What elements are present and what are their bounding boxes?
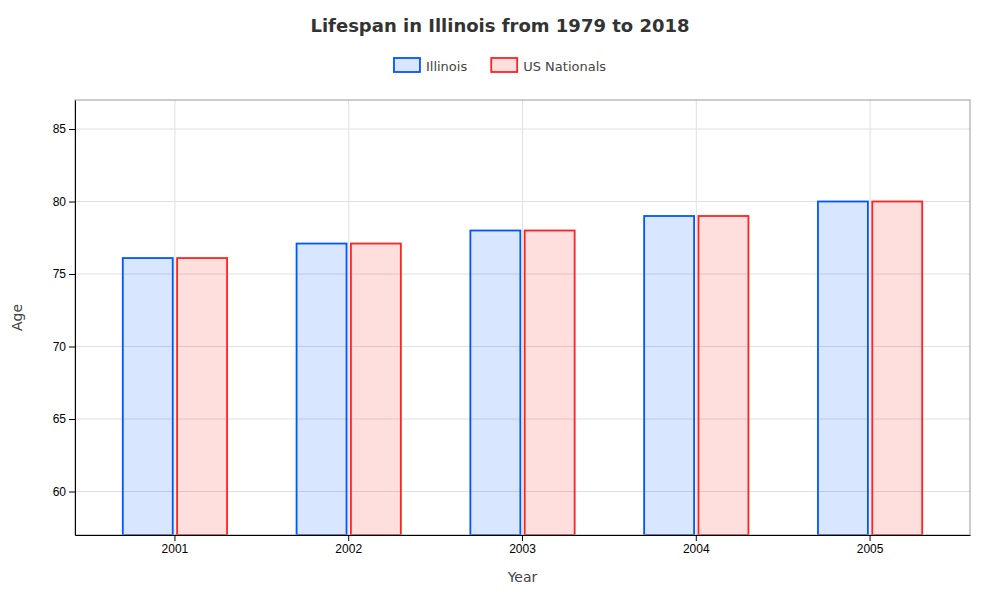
bar — [698, 216, 748, 535]
tick-label-x: 2005 — [857, 542, 884, 556]
bar-series — [123, 202, 868, 536]
grid-line-x — [522, 100, 523, 535]
plot-area: 2001 2002 2003 2004 2005 60 65 70 75 80 85 — [53, 100, 971, 556]
tick-label-x: 2004 — [683, 542, 710, 556]
bar-series — [177, 202, 922, 536]
x-axis-title: Year — [507, 569, 538, 585]
bars — [123, 202, 922, 536]
tick-label-x: 2003 — [509, 542, 536, 556]
y-axis-title: Age — [9, 304, 25, 331]
tick-mark-x — [174, 535, 175, 541]
grid-line-x — [870, 100, 871, 535]
tick-y: 65 — [53, 412, 75, 426]
bar — [644, 216, 694, 535]
bar — [297, 244, 347, 535]
tick-x: 2005 — [857, 535, 884, 556]
tick-mark-y — [69, 202, 75, 203]
tick-x: 2003 — [509, 535, 536, 556]
bar — [470, 231, 520, 536]
grid — [75, 100, 970, 535]
plot-frame — [75, 100, 970, 535]
tick-mark-x — [522, 535, 523, 541]
tick-label-x: 2001 — [162, 542, 189, 556]
tick-mark-y — [69, 419, 75, 420]
tick-x: 2004 — [683, 535, 710, 556]
bar — [351, 244, 401, 535]
tick-mark-y — [69, 274, 75, 275]
legend-label: US Nationals — [523, 59, 606, 74]
bar — [177, 258, 227, 535]
grid-line-x — [174, 100, 175, 535]
legend-swatch — [394, 58, 420, 72]
tick-y: 60 — [53, 485, 75, 499]
x-axis: 2001 2002 2003 2004 2005 — [76, 535, 971, 556]
axis-line-y — [75, 101, 76, 536]
tick-label-y: 60 — [53, 485, 67, 499]
chart-title: Lifespan in Illinois from 1979 to 2018 — [310, 15, 689, 36]
bar — [818, 202, 868, 536]
tick-mark-y — [69, 129, 75, 130]
bar — [872, 202, 922, 536]
bar — [525, 231, 575, 536]
tick-label-x: 2002 — [335, 542, 362, 556]
legend-item: Illinois — [394, 58, 467, 74]
legend-label: Illinois — [426, 59, 467, 74]
tick-x: 2001 — [162, 535, 189, 556]
legend-swatch — [491, 58, 517, 72]
tick-mark-y — [69, 492, 75, 493]
tick-label-y: 75 — [53, 267, 67, 281]
tick-y: 75 — [53, 267, 75, 281]
tick-x: 2002 — [335, 535, 362, 556]
tick-mark-x — [348, 535, 349, 541]
tick-label-y: 80 — [53, 195, 67, 209]
chart-svg: 2001 2002 2003 2004 2005 60 65 70 75 80 85 Lifespan… — [0, 0, 1000, 600]
legend-item: US Nationals — [491, 58, 606, 74]
bar — [123, 258, 173, 535]
tick-mark-y — [69, 347, 75, 348]
tick-mark-x — [870, 535, 871, 541]
tick-y: 85 — [53, 122, 75, 136]
y-axis: 60 65 70 75 80 85 — [53, 101, 76, 536]
legend: Illinois US Nationals — [394, 58, 606, 74]
tick-label-y: 70 — [53, 340, 67, 354]
tick-y: 80 — [53, 195, 75, 209]
tick-label-y: 85 — [53, 122, 67, 136]
tick-y: 70 — [53, 340, 75, 354]
grid-line-x — [696, 100, 697, 535]
tick-label-y: 65 — [53, 412, 67, 426]
tick-mark-x — [696, 535, 697, 541]
grid-line-x — [348, 100, 349, 535]
